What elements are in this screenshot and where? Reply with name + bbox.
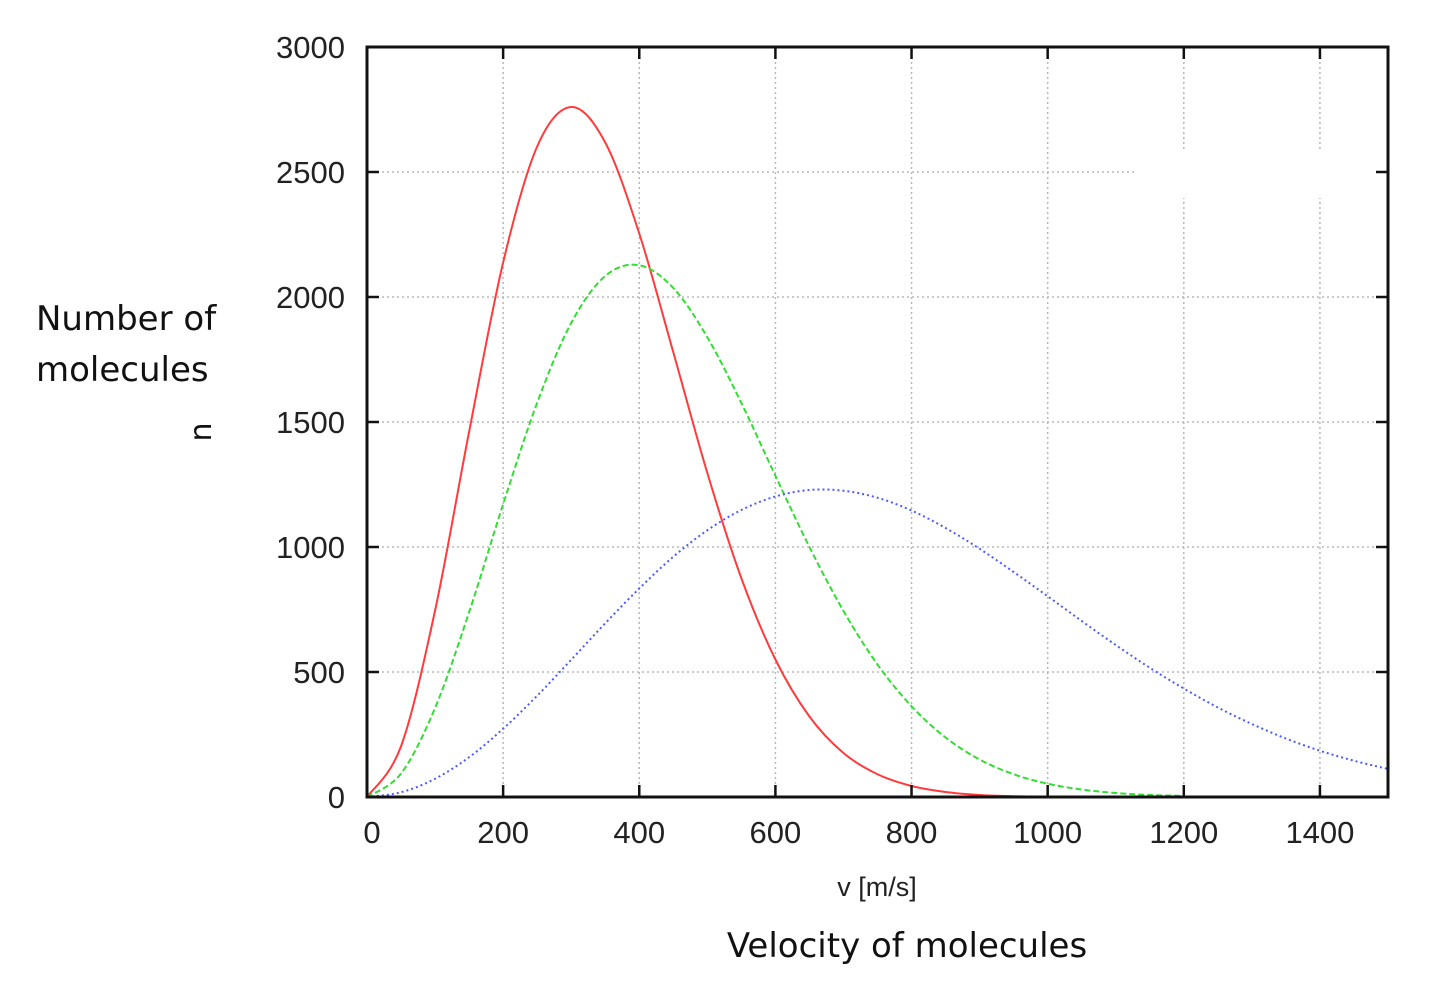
y-tick-label: 2000 bbox=[276, 280, 345, 315]
x-tick-label: 0 bbox=[363, 815, 380, 850]
series-line bbox=[366, 488, 1389, 798]
legend-blank-area bbox=[1134, 150, 1386, 198]
y-axis-symbol: n bbox=[184, 422, 219, 441]
y-tick-label: 1500 bbox=[276, 405, 345, 440]
tick-labels: 0 200 400 600 800 1000 1200 1400 0 500 1000 1500 200… bbox=[276, 30, 1354, 850]
y-tick-label: 3000 bbox=[276, 30, 345, 65]
y-tick-label: 0 bbox=[328, 780, 345, 815]
x-axis-label: v [m/s] bbox=[837, 872, 917, 902]
y-tick-label: 500 bbox=[293, 655, 345, 690]
x-tick-label: 600 bbox=[750, 815, 802, 850]
x-axis-title: Velocity of molecules bbox=[727, 926, 1087, 966]
x-tick-label: 1200 bbox=[1149, 815, 1218, 850]
y-axis-title-line1: Number of bbox=[36, 299, 217, 339]
x-tick-label: 1000 bbox=[1013, 815, 1082, 850]
x-tick-label: 1400 bbox=[1285, 815, 1354, 850]
series-group bbox=[366, 105, 1389, 799]
x-tick-label: 400 bbox=[613, 815, 665, 850]
series-2 bbox=[366, 488, 1389, 798]
axes bbox=[365, 45, 1390, 799]
y-tick-label: 2500 bbox=[276, 155, 345, 190]
series-1 bbox=[366, 263, 1184, 798]
plot-frame bbox=[365, 45, 1390, 799]
y-tick-label: 1000 bbox=[276, 530, 345, 565]
y-axis-title-line2: molecules bbox=[36, 350, 209, 390]
series-line bbox=[366, 263, 1184, 798]
x-tick-label: 200 bbox=[477, 815, 529, 850]
x-tick-label: 800 bbox=[886, 815, 938, 850]
